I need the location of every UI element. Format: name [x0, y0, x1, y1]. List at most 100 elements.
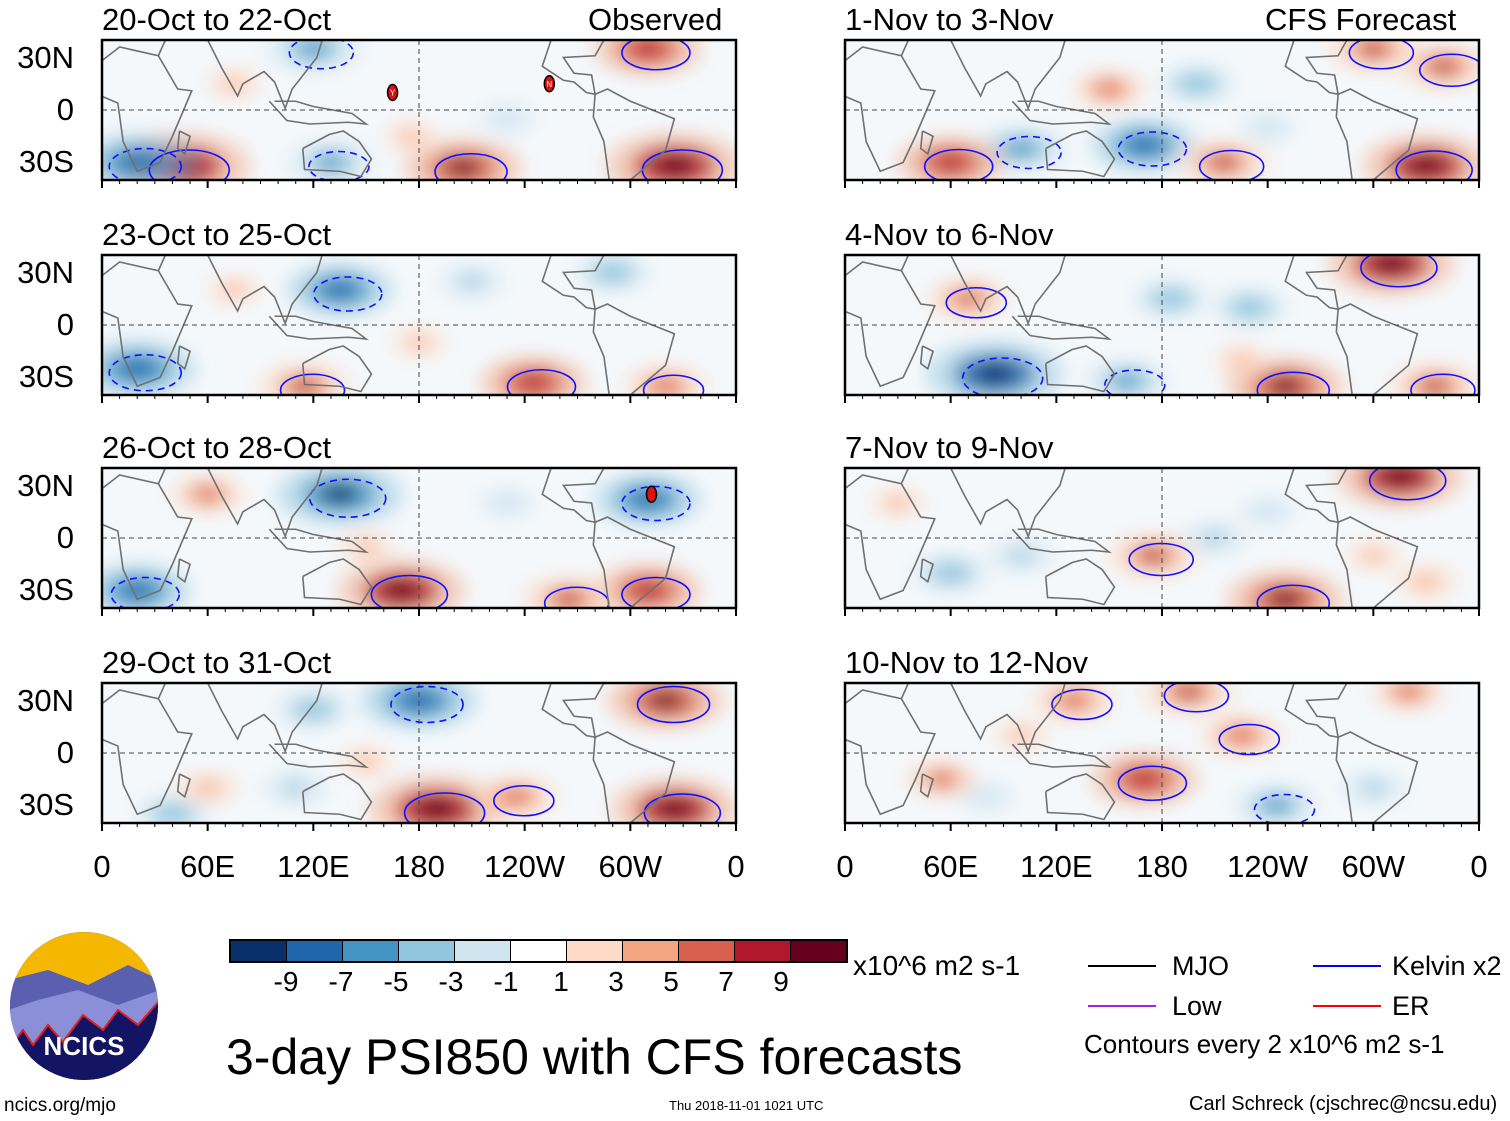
lat-label: 30N [17, 683, 74, 718]
anomaly-blob [317, 155, 345, 170]
panel-title: 23-Oct to 25-Oct [102, 217, 332, 252]
footer-url[interactable]: ncics.org/mjo [4, 1095, 116, 1116]
anomaly-blob [461, 275, 483, 287]
map-panel [100, 466, 738, 616]
anomaly-blob [1420, 378, 1450, 394]
kelvin-contour [1256, 371, 1331, 395]
anomaly-blob [1363, 782, 1384, 794]
anomaly-blob [647, 691, 684, 710]
anomaly-blob [415, 799, 458, 819]
anomaly-blob [121, 582, 154, 599]
kelvin-contour [621, 40, 691, 71]
coastline [301, 773, 373, 821]
kelvin-contour [308, 478, 387, 519]
kelvin-contour [1360, 255, 1438, 288]
coastline [592, 731, 676, 823]
legend-label-kelvin: Kelvin x2 [1392, 951, 1502, 981]
lat-label: 30S [18, 787, 74, 822]
legend-line-low [1088, 1005, 1156, 1007]
coastline [592, 88, 676, 180]
coastline [268, 743, 369, 769]
lon-label: 0 [93, 849, 111, 884]
anomaly-blob [1358, 41, 1389, 57]
coastline [592, 516, 676, 608]
kelvin-contour [1163, 683, 1230, 713]
colorbar-units: x10^6 m2 s-1 [853, 950, 1021, 981]
lon-label: 60E [180, 849, 236, 884]
coastline [1335, 731, 1419, 823]
kelvin-contour [923, 148, 994, 180]
coastline [1011, 100, 1112, 126]
panel-title: 4-Nov to 6-Nov [845, 217, 1054, 252]
anomaly-blob [298, 41, 329, 57]
anomaly-blob [1228, 728, 1255, 743]
lon-label: 0 [836, 849, 854, 884]
storm-label: Y [390, 89, 396, 98]
anomaly-blob [1267, 590, 1303, 608]
colorbar-tick: 9 [773, 966, 789, 997]
lat-label: 0 [56, 520, 74, 555]
coastline [268, 315, 369, 341]
kelvin-contour [945, 286, 1008, 319]
tropical-cyclone-icon [645, 485, 658, 503]
coastline [301, 558, 373, 606]
lat-label: 0 [56, 307, 74, 342]
coastline [1011, 743, 1112, 769]
anomaly-blob [160, 808, 185, 821]
anomaly-blob [382, 581, 421, 600]
observed-label: Observed [588, 2, 723, 37]
colorbar-swatch [735, 941, 791, 961]
anomaly-blob [225, 285, 243, 295]
anomaly-blob [652, 379, 679, 393]
coastline [592, 303, 676, 395]
ncics-logo: NCICS [10, 932, 158, 1080]
anomaly-blob [1173, 684, 1204, 700]
kelvin-contour [279, 373, 346, 395]
map-panel [843, 253, 1481, 403]
colorbar-tick: -7 [328, 966, 354, 997]
anomaly-blob [502, 790, 530, 804]
kelvin-contour [1410, 373, 1476, 395]
legend-line-er [1313, 1005, 1381, 1007]
colorbar-swatch [511, 941, 567, 961]
anomaly-blob [1232, 355, 1250, 365]
coastline [157, 468, 323, 539]
colorbar-swatch [287, 941, 343, 961]
coastline [919, 558, 935, 584]
legend-label-low: Low [1172, 991, 1222, 1021]
kelvin-contour [1256, 584, 1331, 608]
panel-title: 10-Nov to 12-Nov [845, 645, 1088, 680]
kelvin-contour [961, 357, 1044, 395]
coastline [900, 683, 1066, 754]
coastline [102, 46, 193, 173]
coastline [176, 558, 192, 584]
colorbar-tick: -5 [383, 966, 409, 997]
kelvin-contour [1128, 542, 1194, 577]
colorbar-swatch [791, 941, 846, 961]
kelvin-contour [1395, 150, 1473, 180]
anomaly-blob [410, 337, 428, 348]
legend-line-mjo [1088, 965, 1156, 967]
footer-author[interactable]: Carl Schreck (cjschrec@ncsu.edu) [1189, 1093, 1498, 1115]
colorbar-tick: -1 [493, 966, 519, 997]
colorbar-tick: 7 [718, 966, 734, 997]
coastline [1284, 468, 1348, 524]
coastline [1335, 88, 1419, 180]
coastline [301, 345, 373, 393]
anomaly-blob [195, 488, 220, 501]
lat-label: 30N [17, 40, 74, 75]
lon-label: 120W [484, 849, 566, 884]
kelvin-contour [996, 135, 1062, 170]
coastline [176, 773, 192, 799]
anomaly-blob [934, 154, 967, 171]
anomaly-blob [655, 799, 694, 819]
kelvin-contour [110, 576, 181, 608]
coastline [845, 46, 936, 173]
kelvin-contour [1051, 688, 1113, 721]
colorbar-swatch [343, 941, 399, 961]
anomaly-blob [445, 159, 481, 177]
coastline [541, 468, 605, 524]
map-panel [100, 253, 738, 403]
anomaly-blob [553, 591, 584, 607]
